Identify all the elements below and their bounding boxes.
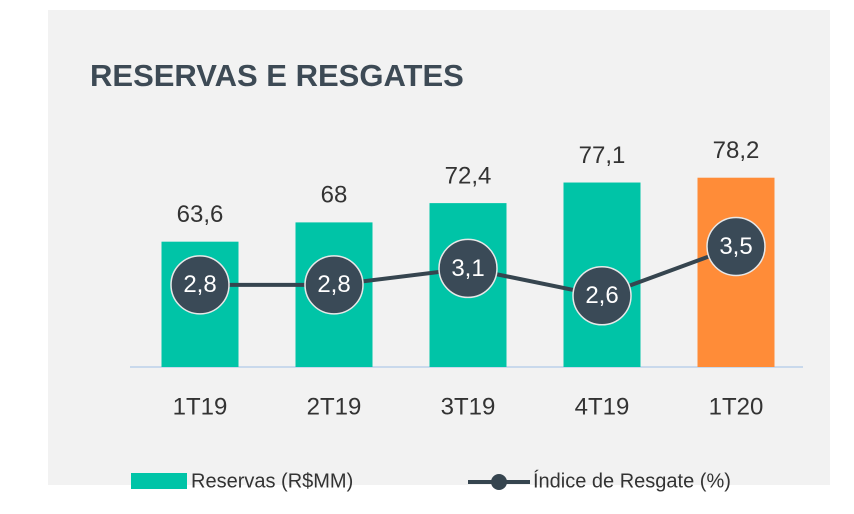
legend-marker	[491, 474, 507, 490]
line-marker	[572, 266, 632, 326]
legend-label: Índice de Resgate (%)	[533, 469, 731, 492]
line-marker	[170, 255, 230, 315]
chart-title: RESERVAS E RESGATES	[90, 58, 464, 93]
x-tick-label: 1T19	[173, 393, 228, 420]
x-tick-label: 1T20	[709, 393, 764, 420]
legend-swatch	[131, 473, 187, 489]
x-tick-label: 3T19	[441, 393, 496, 420]
line-value-label: 3,5	[719, 233, 752, 260]
x-tick-label: 4T19	[575, 393, 630, 420]
line-marker	[706, 216, 766, 277]
line-marker	[438, 238, 498, 299]
line-value-label: 3,1	[451, 255, 484, 282]
line-value-label: 2,8	[183, 271, 216, 298]
line-marker	[304, 255, 364, 315]
x-tick-label: 2T19	[307, 393, 362, 420]
value-label: 77,1	[579, 142, 626, 169]
value-label: 68	[321, 182, 348, 209]
value-label: 63,6	[177, 201, 224, 228]
line-value-label: 2,8	[317, 271, 350, 298]
line-value-label: 2,6	[585, 282, 618, 309]
legend-label: Reservas (R$MM)	[191, 470, 353, 492]
value-label: 72,4	[445, 162, 492, 189]
value-label: 78,2	[713, 137, 760, 164]
